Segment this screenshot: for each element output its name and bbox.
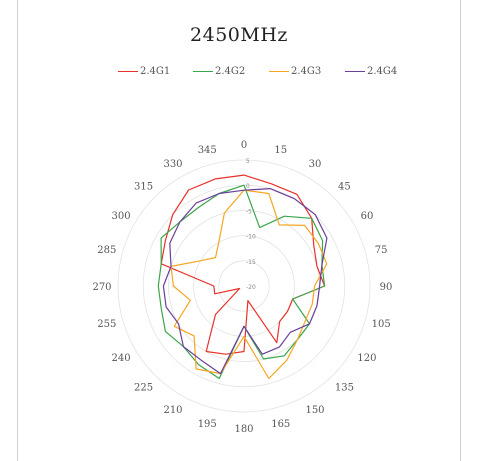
series-line-2-4g4	[162, 188, 328, 375]
legend-item-2-4g1: 2.4G1	[118, 66, 170, 77]
angle-label: 270	[92, 282, 111, 293]
angle-label: 150	[305, 405, 324, 416]
angle-label: 225	[134, 382, 153, 393]
legend-item-2-4g2: 2.4G2	[193, 66, 245, 77]
angle-label: 120	[357, 353, 376, 364]
angle-label: 135	[335, 382, 354, 393]
series-line-2-4g2	[157, 184, 326, 380]
angle-label: 180	[234, 424, 253, 435]
angle-label: 75	[375, 245, 388, 256]
ring-label: -20	[246, 284, 256, 291]
angle-label: 195	[198, 419, 217, 430]
chart-frame	[17, 0, 461, 461]
ring-label: -15	[246, 259, 256, 266]
angle-label: 60	[361, 211, 374, 222]
angle-label: 0	[241, 140, 247, 151]
grid-ring	[117, 159, 371, 413]
ring-label: -10	[246, 234, 256, 241]
series-line-2-4g3	[170, 189, 328, 380]
angle-label: 285	[97, 245, 116, 256]
angle-label: 15	[274, 145, 287, 156]
ring-label: -5	[246, 208, 252, 215]
chart-title: 2450MHz	[190, 24, 288, 46]
angle-label: 330	[163, 159, 182, 170]
legend-item-2-4g3: 2.4G3	[269, 66, 321, 77]
angle-label: 210	[163, 405, 182, 416]
grid-ring	[167, 209, 320, 362]
angle-label: 315	[134, 182, 153, 193]
angle-label: 240	[111, 353, 130, 364]
angle-label: 165	[271, 419, 290, 430]
grid-ring	[218, 260, 270, 312]
ring-label: 5	[246, 158, 250, 165]
angle-label: 90	[380, 282, 393, 293]
angle-label: 345	[198, 145, 217, 156]
angle-label: 105	[372, 319, 391, 330]
angle-label: 255	[97, 319, 116, 330]
legend: 2.4G1 2.4G2 2.4G3 2.4G4	[0, 66, 478, 80]
angle-label: 30	[309, 159, 322, 170]
series-line-2-4g1	[160, 174, 326, 355]
angle-label: 45	[338, 182, 351, 193]
angle-label: 300	[111, 211, 130, 222]
ring-label: 0	[246, 183, 250, 190]
legend-item-2-4g4: 2.4G4	[345, 66, 397, 77]
